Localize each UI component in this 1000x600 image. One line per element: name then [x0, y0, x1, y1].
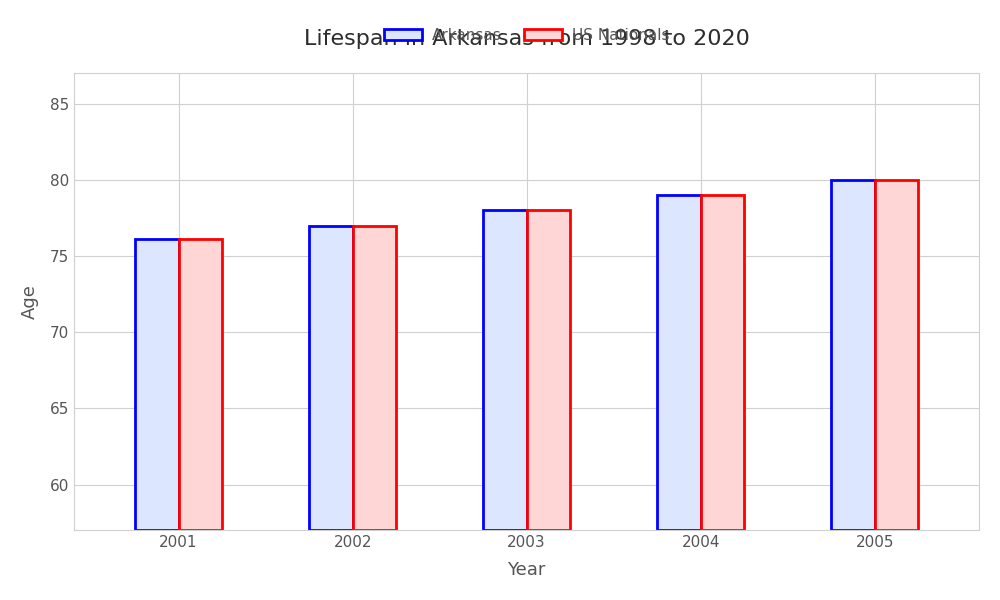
Legend: Arkansas, US Nationals: Arkansas, US Nationals: [378, 22, 675, 49]
Y-axis label: Age: Age: [21, 284, 39, 319]
Bar: [701, 195, 744, 530]
Bar: [135, 239, 179, 530]
Bar: [657, 195, 701, 530]
Bar: [309, 226, 353, 530]
Bar: [179, 239, 222, 530]
Bar: [875, 180, 918, 530]
X-axis label: Year: Year: [507, 561, 546, 579]
Bar: [831, 180, 875, 530]
Bar: [483, 211, 527, 530]
Bar: [353, 226, 396, 530]
Title: Lifespan in Arkansas from 1998 to 2020: Lifespan in Arkansas from 1998 to 2020: [304, 29, 750, 49]
Bar: [527, 211, 570, 530]
